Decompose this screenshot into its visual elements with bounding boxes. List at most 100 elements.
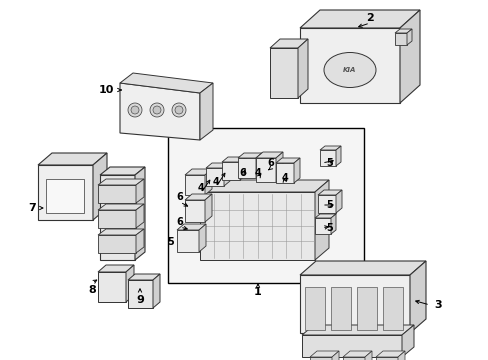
Polygon shape bbox=[397, 351, 404, 360]
Polygon shape bbox=[98, 210, 136, 228]
Text: 8: 8 bbox=[88, 285, 96, 295]
Text: 1: 1 bbox=[254, 287, 262, 297]
Polygon shape bbox=[222, 157, 245, 162]
Polygon shape bbox=[126, 265, 134, 302]
Polygon shape bbox=[136, 204, 143, 228]
Text: 4: 4 bbox=[281, 173, 288, 183]
Polygon shape bbox=[204, 194, 212, 222]
Polygon shape bbox=[335, 190, 341, 213]
Polygon shape bbox=[319, 146, 340, 150]
Text: 4: 4 bbox=[254, 168, 261, 178]
Polygon shape bbox=[256, 158, 275, 182]
Polygon shape bbox=[177, 224, 205, 230]
Polygon shape bbox=[120, 73, 213, 93]
Text: 4: 4 bbox=[212, 177, 219, 187]
Polygon shape bbox=[200, 180, 328, 192]
Polygon shape bbox=[309, 357, 331, 360]
Polygon shape bbox=[399, 10, 419, 103]
Polygon shape bbox=[38, 165, 93, 220]
Polygon shape bbox=[302, 335, 401, 357]
Polygon shape bbox=[269, 39, 307, 48]
Polygon shape bbox=[100, 167, 145, 175]
Polygon shape bbox=[205, 163, 229, 168]
Text: KIA: KIA bbox=[343, 67, 356, 73]
Polygon shape bbox=[98, 185, 136, 203]
Polygon shape bbox=[184, 194, 212, 200]
Polygon shape bbox=[98, 235, 136, 253]
Polygon shape bbox=[128, 274, 160, 280]
Circle shape bbox=[153, 106, 161, 114]
Polygon shape bbox=[184, 169, 212, 175]
Polygon shape bbox=[342, 351, 371, 357]
Polygon shape bbox=[319, 150, 335, 166]
Polygon shape bbox=[342, 357, 364, 360]
Polygon shape bbox=[204, 169, 212, 195]
Text: 10: 10 bbox=[98, 85, 113, 95]
Polygon shape bbox=[302, 325, 413, 335]
Polygon shape bbox=[222, 162, 240, 180]
Text: 5: 5 bbox=[326, 158, 333, 168]
Polygon shape bbox=[100, 175, 135, 260]
Circle shape bbox=[131, 106, 139, 114]
Polygon shape bbox=[153, 274, 160, 308]
Text: 5: 5 bbox=[326, 223, 333, 233]
Polygon shape bbox=[120, 83, 200, 140]
Polygon shape bbox=[200, 192, 314, 260]
Polygon shape bbox=[135, 167, 145, 260]
Polygon shape bbox=[335, 146, 340, 166]
Polygon shape bbox=[136, 229, 143, 253]
Polygon shape bbox=[98, 265, 134, 272]
Circle shape bbox=[150, 103, 163, 117]
Polygon shape bbox=[98, 179, 143, 185]
Text: 6: 6 bbox=[239, 168, 246, 178]
Polygon shape bbox=[314, 214, 335, 218]
Polygon shape bbox=[364, 351, 371, 360]
Bar bbox=[305, 287, 325, 330]
Polygon shape bbox=[256, 153, 262, 178]
Polygon shape bbox=[128, 280, 153, 308]
Circle shape bbox=[175, 106, 183, 114]
Polygon shape bbox=[238, 158, 256, 178]
Polygon shape bbox=[317, 195, 335, 213]
Text: 5: 5 bbox=[326, 200, 333, 210]
Text: 9: 9 bbox=[136, 295, 143, 305]
Polygon shape bbox=[184, 175, 204, 195]
Polygon shape bbox=[406, 29, 411, 45]
Polygon shape bbox=[98, 204, 143, 210]
Polygon shape bbox=[309, 351, 338, 357]
Polygon shape bbox=[199, 224, 205, 252]
Polygon shape bbox=[238, 153, 262, 158]
Polygon shape bbox=[314, 218, 330, 234]
Ellipse shape bbox=[324, 53, 375, 87]
Polygon shape bbox=[401, 325, 413, 357]
Polygon shape bbox=[299, 261, 425, 275]
Polygon shape bbox=[314, 180, 328, 260]
Polygon shape bbox=[331, 351, 338, 360]
Polygon shape bbox=[256, 152, 283, 158]
Polygon shape bbox=[394, 29, 411, 33]
Polygon shape bbox=[275, 152, 283, 182]
Text: 6: 6 bbox=[267, 158, 274, 168]
Polygon shape bbox=[98, 272, 126, 302]
Text: 6: 6 bbox=[176, 192, 183, 202]
Polygon shape bbox=[184, 200, 204, 222]
Polygon shape bbox=[297, 39, 307, 98]
Circle shape bbox=[172, 103, 185, 117]
Text: 4: 4 bbox=[197, 183, 204, 193]
Polygon shape bbox=[317, 190, 341, 195]
Polygon shape bbox=[293, 158, 299, 183]
Polygon shape bbox=[299, 10, 419, 28]
Polygon shape bbox=[375, 357, 397, 360]
Text: 3: 3 bbox=[433, 300, 441, 310]
Bar bbox=[382, 287, 402, 330]
Bar bbox=[356, 287, 376, 330]
Polygon shape bbox=[299, 28, 399, 103]
Polygon shape bbox=[224, 163, 229, 186]
Text: 7: 7 bbox=[28, 203, 36, 213]
Polygon shape bbox=[200, 83, 213, 140]
Polygon shape bbox=[409, 261, 425, 333]
Polygon shape bbox=[275, 163, 293, 183]
Text: 6: 6 bbox=[176, 217, 183, 227]
Polygon shape bbox=[93, 153, 107, 220]
Polygon shape bbox=[269, 48, 297, 98]
